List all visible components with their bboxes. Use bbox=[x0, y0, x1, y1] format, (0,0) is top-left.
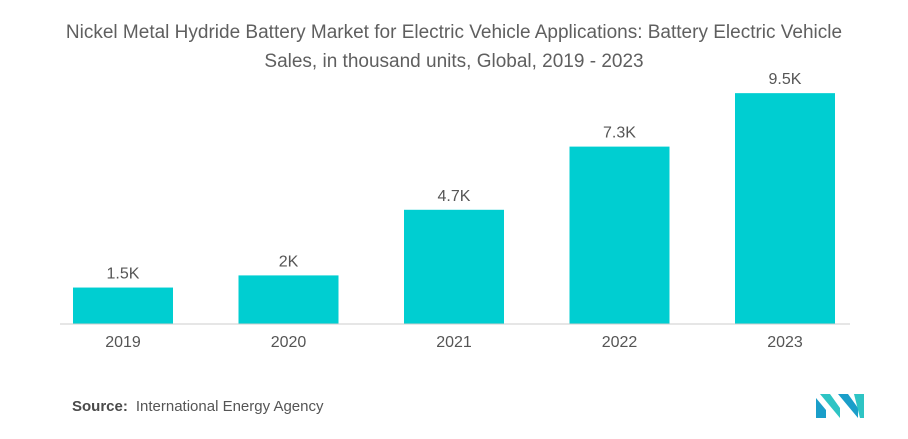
data-label-2019: 1.5K bbox=[107, 266, 140, 283]
x-tick-label-2021: 2021 bbox=[436, 334, 472, 351]
x-tick-label-2019: 2019 bbox=[105, 334, 141, 351]
bar-2022 bbox=[569, 146, 670, 324]
source-label: Source: bbox=[72, 398, 128, 415]
data-label-2023: 9.5K bbox=[769, 71, 802, 88]
data-label-2020: 2K bbox=[279, 253, 299, 270]
chart-title: Nickel Metal Hydride Battery Market for … bbox=[65, 22, 843, 72]
x-tick-label-2022: 2022 bbox=[602, 334, 638, 351]
bar-2021 bbox=[404, 209, 504, 324]
x-tick-label-2020: 2020 bbox=[271, 334, 307, 351]
bar-2020 bbox=[238, 275, 339, 324]
data-label-2022: 7.3K bbox=[603, 125, 636, 142]
source-note: Source: International Energy Agency bbox=[72, 398, 323, 415]
x-tick-label-2023: 2023 bbox=[767, 334, 803, 351]
bar-2023 bbox=[735, 93, 835, 325]
bar-2019 bbox=[73, 287, 173, 324]
data-label-2021: 4.7K bbox=[438, 188, 471, 205]
mordor-intelligence-logo-icon bbox=[816, 394, 864, 418]
source-text: International Energy Agency bbox=[135, 398, 324, 415]
